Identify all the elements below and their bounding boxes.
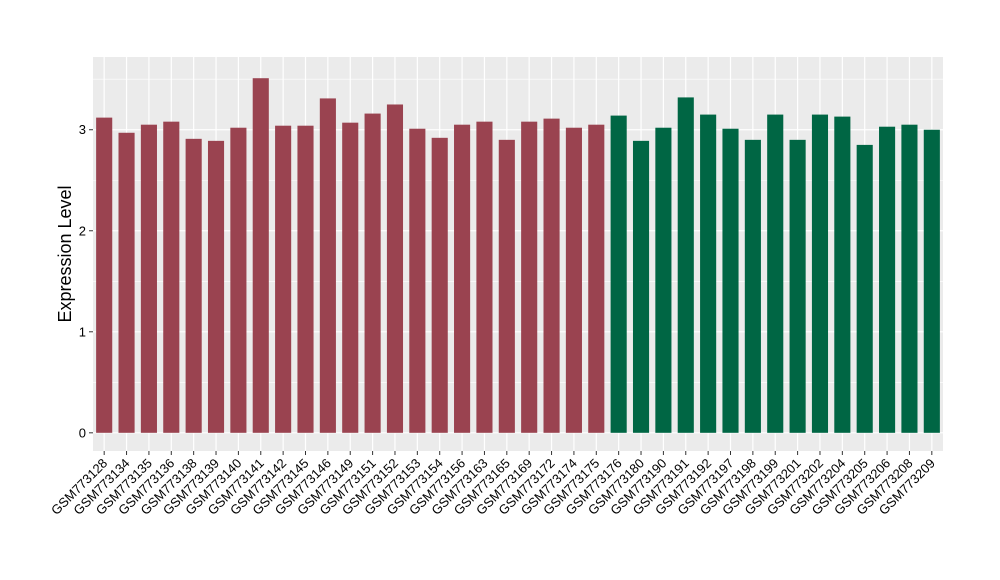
bar-GSM773191 <box>677 97 694 433</box>
bar-GSM773149 <box>342 122 359 433</box>
bar-GSM773205 <box>856 144 873 433</box>
y-axis-title: Expression Level <box>55 185 75 322</box>
bar-GSM773206 <box>879 126 896 433</box>
bar-GSM773169 <box>521 121 538 433</box>
bar-GSM773151 <box>364 113 381 433</box>
bar-GSM773154 <box>431 137 448 433</box>
bar-GSM773128 <box>96 117 113 433</box>
y-tick-label: 2 <box>79 223 86 238</box>
bar-GSM773153 <box>409 128 426 433</box>
bar-GSM773175 <box>588 124 605 433</box>
bar-GSM773192 <box>700 114 717 433</box>
bar-GSM773165 <box>498 139 515 433</box>
bar-GSM773204 <box>834 116 851 433</box>
x-axis: GSM773128GSM773134GSM773135GSM773136GSM7… <box>48 451 938 518</box>
bar-GSM773135 <box>140 124 157 433</box>
bar-GSM773139 <box>207 140 225 433</box>
bar-GSM773209 <box>923 129 940 433</box>
y-tick-label: 0 <box>79 425 86 440</box>
bar-GSM773142 <box>275 125 292 433</box>
bar-GSM773202 <box>811 114 829 433</box>
bar-GSM773136 <box>163 121 180 433</box>
bar-GSM773140 <box>230 127 247 433</box>
bar-GSM773174 <box>565 127 582 433</box>
bar-GSM773208 <box>901 124 918 433</box>
bar-GSM773172 <box>543 118 560 433</box>
y-tick-label: 1 <box>79 324 86 339</box>
bar-GSM773199 <box>767 114 784 433</box>
y-axis: 0 1 2 3 <box>79 122 93 440</box>
y-tick-label: 3 <box>79 122 86 137</box>
bar-GSM773201 <box>789 139 806 433</box>
bar-GSM773138 <box>185 138 202 433</box>
bars <box>96 78 940 433</box>
bar-GSM773145 <box>297 125 314 433</box>
bar-GSM773198 <box>744 139 761 433</box>
bar-GSM773146 <box>319 98 336 433</box>
bar-GSM773163 <box>476 121 493 433</box>
bar-GSM773180 <box>632 140 650 433</box>
bar-GSM773176 <box>610 115 627 433</box>
bar-GSM773134 <box>118 132 135 433</box>
bar-GSM773156 <box>454 124 471 433</box>
bar-GSM773152 <box>386 104 404 433</box>
bar-GSM773190 <box>655 127 672 433</box>
bar-GSM773197 <box>722 128 739 433</box>
bar-GSM773141 <box>252 78 269 433</box>
